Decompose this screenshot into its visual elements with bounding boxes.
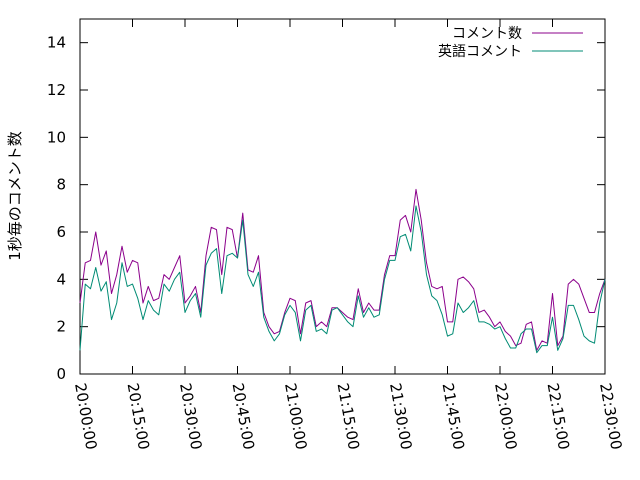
- x-tick-label: 20:30:00: [176, 382, 205, 451]
- x-tick-label: 21:15:00: [334, 382, 363, 451]
- legend-label-2: 英語コメント: [438, 43, 522, 60]
- y-tick-label: 8: [56, 176, 66, 194]
- x-tick-label: 20:00:00: [71, 382, 100, 451]
- y-axis: 0 2 4 6 8 10 12 14: [47, 34, 605, 383]
- x-tick-label: 22:15:00: [544, 382, 573, 451]
- legend-label-1: コメント数: [452, 26, 522, 42]
- x-axis: 20:00:00 20:15:00 20:30:00 20:45:00 21:00:00…: [71, 19, 625, 451]
- x-tick-label: 21:45:00: [439, 382, 468, 451]
- x-tick-label: 20:45:00: [229, 382, 258, 451]
- series-group: [79, 188, 606, 354]
- x-tick-label: 21:30:00: [386, 382, 415, 451]
- y-tick-label: 10: [47, 128, 66, 146]
- plot-frame: [79, 18, 606, 375]
- y-tick-label: 12: [47, 81, 66, 99]
- series-line-1: [79, 188, 606, 351]
- y-tick-label: 6: [56, 223, 66, 241]
- x-tick-label: 22:00:00: [491, 382, 520, 451]
- y-tick-label: 14: [47, 34, 66, 52]
- x-tick-label: 20:15:00: [124, 382, 153, 451]
- x-tick-label: 22:30:00: [596, 382, 625, 451]
- x-tick-label: 21:00:00: [281, 382, 310, 451]
- y-axis-label: 1秒毎のコメント数: [6, 131, 24, 261]
- y-tick-label: 4: [56, 270, 66, 288]
- y-tick-label: 0: [56, 365, 66, 383]
- series-line-2: [79, 205, 606, 354]
- y-tick-label: 2: [56, 318, 66, 336]
